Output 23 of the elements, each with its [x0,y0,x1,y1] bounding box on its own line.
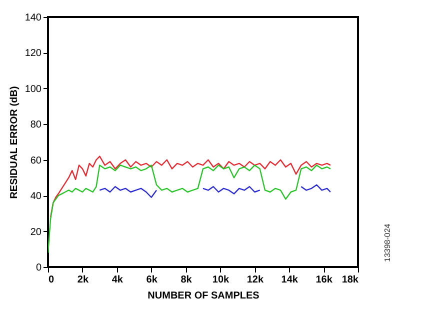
y-tick-label: 0 [36,262,42,274]
x-tick-label: 10k [212,274,230,286]
line-series [50,156,332,218]
y-tick-label: 140 [24,12,42,24]
x-tick-label: 4k [112,274,124,286]
y-axis-title: RESIDUAL ERROR (dB) [8,86,20,199]
x-axis-title: NUMBER OF SAMPLES [148,290,260,302]
line-series [48,164,332,254]
x-tick-label: 14k [281,274,298,286]
x-tick-label: 18k [342,274,359,286]
x-tick-label: 8k [180,274,192,286]
y-tick-label: 100 [24,84,42,95]
x-tick-label: 12k [246,274,264,286]
y-tick-label: 20 [30,226,42,238]
text: 13398-024 [383,223,392,262]
x-tick-label: 6k [146,274,158,286]
y-tick-label: 60 [30,155,42,166]
y-tick-label: 80 [30,120,42,131]
x-tick-label: 0 [48,274,54,286]
y-tick-label: 40 [30,191,42,202]
y-tick-label: 120 [24,48,42,60]
x-tick-label: 2k [77,274,89,286]
x-tick-label: 16k [316,274,333,286]
